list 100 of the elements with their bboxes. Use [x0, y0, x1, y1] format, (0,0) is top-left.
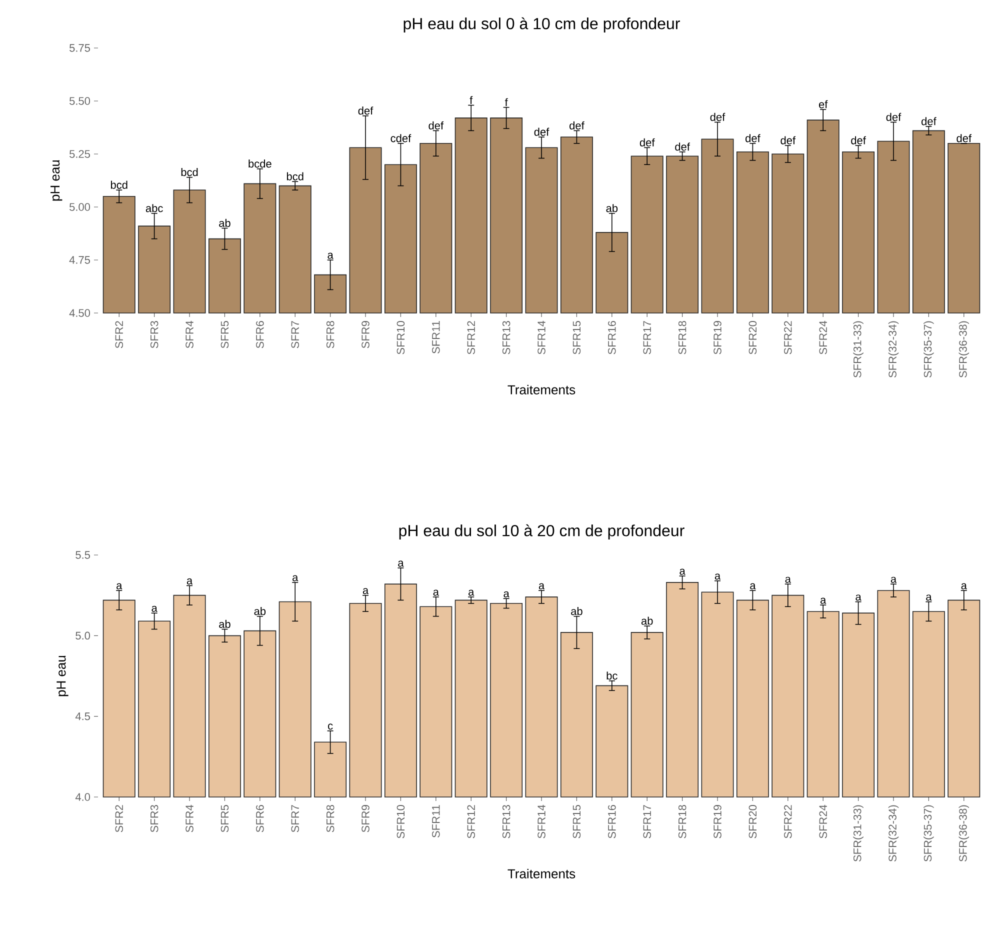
- x-tick-label: SFR7: [291, 321, 300, 348]
- data-label: ab: [219, 218, 230, 227]
- x-tick-label: SFR11: [432, 321, 440, 354]
- x-tick-label: SFR24: [819, 804, 827, 838]
- data-label: a: [433, 590, 439, 596]
- data-label: def: [956, 134, 972, 142]
- x-tick-label: SFR20: [748, 804, 757, 838]
- x-tick-label: SFR(36-38): [958, 321, 970, 378]
- data-label: abc: [146, 204, 163, 212]
- x-tick-label: SFR(32-34): [888, 805, 899, 862]
- x-tick-label: SFR3: [150, 805, 158, 832]
- data-label: def: [886, 112, 902, 121]
- y-tick-label: 4.5: [75, 712, 90, 720]
- x-tick-label: SFR9: [362, 321, 370, 348]
- data-label: a: [961, 583, 967, 590]
- x-tick-label: SFR2: [115, 321, 124, 348]
- data-label: def: [675, 142, 690, 151]
- y-tick-label: 5.50: [70, 97, 90, 105]
- data-label: a: [504, 591, 510, 598]
- x-tick-label: SFR6: [256, 805, 264, 832]
- y-tick-label: 4.50: [69, 309, 90, 317]
- data-label: def: [570, 121, 584, 130]
- data-label: ab: [571, 607, 582, 616]
- y-tick-label: 4.0: [75, 793, 90, 801]
- data-label: f: [504, 98, 508, 106]
- y-tick-label: 5.0: [76, 632, 90, 640]
- data-label: a: [856, 594, 862, 601]
- data-label: cdef: [390, 134, 412, 142]
- x-tick-label: SFR(36-38): [958, 805, 970, 862]
- data-label: c: [328, 724, 333, 730]
- x-tick-label: SFR13: [502, 805, 510, 838]
- x-tick-label: SFR19: [714, 805, 722, 838]
- data-label: a: [116, 583, 122, 590]
- x-tick-label: SFR18: [678, 805, 686, 838]
- data-label: a: [362, 588, 369, 594]
- data-label: a: [292, 575, 298, 582]
- data-label: a: [152, 606, 158, 612]
- y-tick-label: 5.5: [76, 551, 90, 559]
- x-tick-label: SFR(31-33): [853, 805, 864, 862]
- data-label: a: [680, 568, 686, 575]
- x-tick-label: SFR12: [467, 321, 476, 354]
- x-tick-label: SFR14: [538, 320, 546, 354]
- chart-title: pH eau du sol 0 à 10 cm de profondeur: [404, 17, 680, 32]
- data-label: a: [186, 578, 193, 584]
- x-tick-label: SFR7: [291, 805, 300, 832]
- x-tick-label: SFR9: [362, 805, 370, 832]
- data-label: a: [890, 576, 897, 583]
- data-label: bcd: [286, 172, 304, 180]
- x-tick-label: SFR15: [572, 805, 581, 838]
- x-axis-title: Traitements: [508, 384, 576, 394]
- x-tick-label: SFR15: [572, 321, 581, 354]
- x-tick-label: SFR3: [150, 321, 158, 348]
- x-tick-label: SFR4: [186, 320, 194, 348]
- x-tick-label: SFR(35-37): [924, 805, 934, 862]
- x-tick-label: SFR19: [714, 321, 722, 354]
- data-label: a: [328, 252, 334, 259]
- data-label: bc: [606, 672, 618, 680]
- x-tick-label: SFR6: [256, 321, 264, 348]
- x-axis-title: Traitements: [508, 868, 576, 878]
- data-label: a: [926, 594, 932, 601]
- x-tick-label: SFR11: [432, 805, 440, 838]
- data-label: def: [922, 117, 936, 126]
- x-tick-label: SFR4: [186, 804, 194, 832]
- data-label: def: [428, 121, 444, 130]
- y-axis-title: pH eau: [50, 160, 62, 201]
- x-tick-label: SFR13: [502, 321, 510, 354]
- data-label: a: [714, 574, 721, 580]
- data-label: f: [470, 96, 473, 104]
- x-tick-label: SFR12: [467, 805, 476, 838]
- data-label: ab: [219, 620, 230, 628]
- data-label: def: [851, 136, 866, 144]
- data-label: ab: [641, 616, 653, 625]
- x-tick-label: SFR2: [115, 805, 124, 832]
- x-tick-label: SFR(32-34): [888, 321, 899, 378]
- x-tick-label: SFR(35-37): [924, 321, 934, 378]
- x-tick-label: SFR17: [643, 805, 651, 838]
- data-label: a: [785, 576, 791, 583]
- data-label: a: [750, 583, 756, 590]
- x-tick-label: SFR(31-33): [853, 321, 864, 378]
- x-tick-label: SFR16: [608, 321, 616, 354]
- x-tick-label: SFR22: [784, 321, 792, 354]
- x-tick-label: SFR18: [678, 321, 686, 354]
- data-label: a: [538, 583, 545, 590]
- x-tick-label: SFR5: [220, 321, 229, 348]
- data-label: ab: [606, 204, 618, 212]
- y-tick-label: 5.00: [70, 203, 90, 211]
- x-tick-label: SFR20: [748, 320, 757, 354]
- data-label: a: [468, 590, 474, 596]
- x-tick-label: SFR5: [220, 805, 229, 832]
- x-tick-label: SFR10: [396, 804, 405, 838]
- x-tick-label: SFR8: [326, 805, 334, 832]
- data-label: def: [640, 138, 655, 146]
- x-tick-label: SFR17: [643, 321, 651, 354]
- y-tick-label: 5.25: [70, 150, 90, 158]
- y-axis-title: pH eau: [56, 656, 68, 696]
- x-tick-label: SFR24: [819, 320, 827, 354]
- data-label: def: [534, 128, 550, 136]
- x-tick-label: SFR8: [326, 321, 334, 348]
- x-tick-label: SFR10: [396, 320, 405, 354]
- data-label: def: [746, 134, 760, 142]
